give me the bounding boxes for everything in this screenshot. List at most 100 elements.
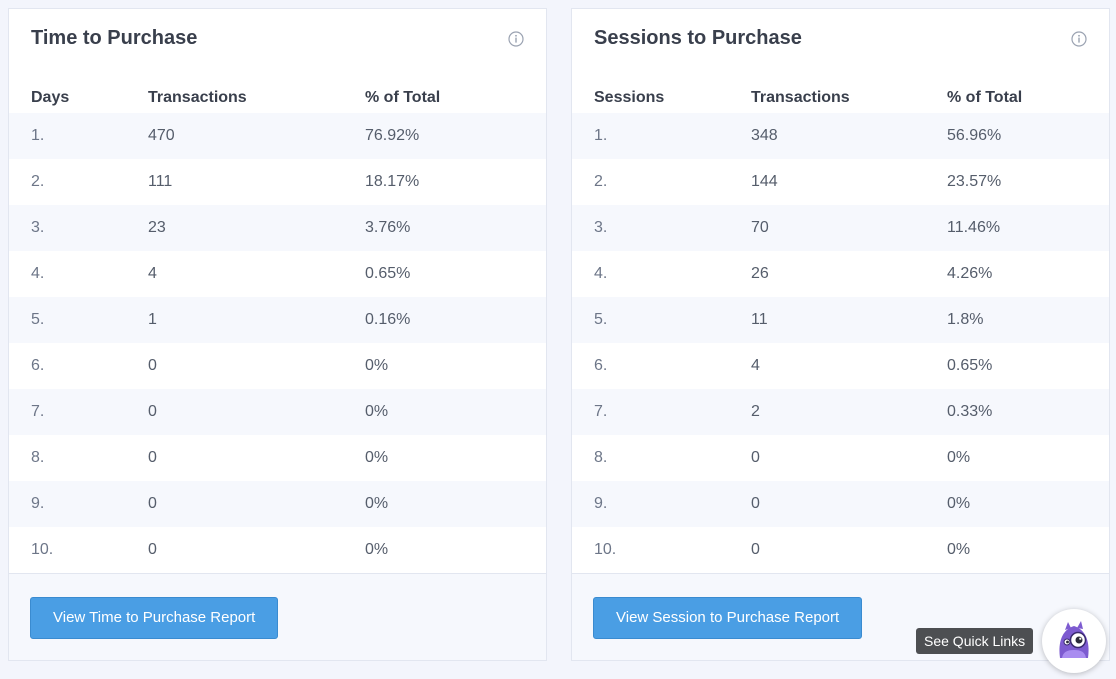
column-header-percent: % of Total bbox=[365, 89, 441, 106]
row-transactions: 0 bbox=[751, 449, 760, 466]
row-percent: 0% bbox=[365, 541, 389, 558]
table-row: 4. 4 0.65% bbox=[9, 251, 546, 297]
table-body: 1. 348 56.96% 2. 144 23.57% 3. 70 11.46%… bbox=[572, 113, 1109, 573]
row-index: 9. bbox=[31, 495, 45, 512]
row-index: 1. bbox=[594, 127, 608, 144]
row-percent: 0.65% bbox=[365, 265, 411, 282]
table-row: 8. 0 0% bbox=[9, 435, 546, 481]
table-row: 1. 348 56.96% bbox=[572, 113, 1109, 159]
row-transactions: 0 bbox=[148, 449, 157, 466]
row-percent: 3.76% bbox=[365, 219, 411, 236]
row-transactions: 470 bbox=[148, 127, 175, 144]
table-header: Days Transactions % of Total bbox=[9, 75, 546, 119]
table-row: 6. 4 0.65% bbox=[572, 343, 1109, 389]
time-to-purchase-card: Time to Purchase Days Transactions % of … bbox=[8, 8, 547, 661]
row-percent: 23.57% bbox=[947, 173, 1002, 190]
row-percent: 0.16% bbox=[365, 311, 411, 328]
row-index: 10. bbox=[594, 541, 617, 558]
row-transactions: 0 bbox=[148, 495, 157, 512]
view-session-to-purchase-report-button[interactable]: View Session to Purchase Report bbox=[593, 597, 863, 639]
row-transactions: 4 bbox=[148, 265, 157, 282]
row-index: 9. bbox=[594, 495, 608, 512]
row-percent: 0.33% bbox=[947, 403, 993, 420]
row-percent: 0% bbox=[947, 449, 971, 466]
info-icon[interactable] bbox=[1071, 31, 1087, 47]
card-footer: View Time to Purchase Report bbox=[9, 573, 546, 660]
row-transactions: 2 bbox=[751, 403, 760, 420]
row-index: 2. bbox=[594, 173, 608, 190]
row-transactions: 0 bbox=[148, 357, 157, 374]
table-row: 8. 0 0% bbox=[572, 435, 1109, 481]
table-row: 6. 0 0% bbox=[9, 343, 546, 389]
column-header-percent: % of Total bbox=[947, 89, 1023, 106]
row-percent: 4.26% bbox=[947, 265, 993, 282]
table-row: 2. 144 23.57% bbox=[572, 159, 1109, 205]
table-row: 9. 0 0% bbox=[572, 481, 1109, 527]
row-percent: 0% bbox=[365, 357, 389, 374]
monster-mascot-icon bbox=[1059, 621, 1089, 658]
row-index: 6. bbox=[594, 357, 608, 374]
info-icon[interactable] bbox=[508, 31, 524, 47]
row-index: 8. bbox=[594, 449, 608, 466]
column-header-sessions: Sessions bbox=[594, 89, 665, 106]
row-index: 7. bbox=[31, 403, 45, 420]
table-row: 4. 26 4.26% bbox=[572, 251, 1109, 297]
row-index: 8. bbox=[31, 449, 45, 466]
row-percent: 76.92% bbox=[365, 127, 420, 144]
column-header-transactions: Transactions bbox=[148, 89, 247, 106]
table-row: 5. 1 0.16% bbox=[9, 297, 546, 343]
row-percent: 18.17% bbox=[365, 173, 420, 190]
row-transactions: 70 bbox=[751, 219, 769, 236]
row-percent: 1.8% bbox=[947, 311, 984, 328]
row-index: 2. bbox=[31, 173, 45, 190]
row-index: 3. bbox=[594, 219, 608, 236]
card-title: Time to Purchase bbox=[31, 27, 198, 49]
quick-links-button[interactable] bbox=[1042, 609, 1106, 673]
row-percent: 11.46% bbox=[947, 219, 1001, 236]
row-index: 1. bbox=[31, 127, 45, 144]
row-index: 4. bbox=[31, 265, 45, 282]
table-row: 5. 11 1.8% bbox=[572, 297, 1109, 343]
table-row: 3. 70 11.46% bbox=[572, 205, 1109, 251]
table-header: Sessions Transactions % of Total bbox=[572, 75, 1109, 119]
row-transactions: 26 bbox=[751, 265, 769, 282]
table-row: 3. 23 3.76% bbox=[9, 205, 546, 251]
row-index: 7. bbox=[594, 403, 608, 420]
row-transactions: 1 bbox=[148, 311, 157, 328]
table-row: 7. 2 0.33% bbox=[572, 389, 1109, 435]
row-percent: 56.96% bbox=[947, 127, 1002, 144]
row-transactions: 0 bbox=[148, 403, 157, 420]
row-percent: 0% bbox=[365, 403, 389, 420]
view-time-to-purchase-report-button[interactable]: View Time to Purchase Report bbox=[30, 597, 279, 639]
row-transactions: 144 bbox=[751, 173, 778, 190]
sessions-to-purchase-card: Sessions to Purchase Sessions Transactio… bbox=[571, 8, 1110, 661]
table-row: 10. 0 0% bbox=[572, 527, 1109, 573]
row-percent: 0% bbox=[365, 495, 389, 512]
row-percent: 0% bbox=[947, 541, 971, 558]
column-header-transactions: Transactions bbox=[751, 89, 850, 106]
row-transactions: 0 bbox=[751, 495, 760, 512]
table-row: 2. 111 18.17% bbox=[9, 159, 546, 205]
table-body: 1. 470 76.92% 2. 111 18.17% 3. 23 3.76% … bbox=[9, 113, 546, 573]
row-index: 3. bbox=[31, 219, 45, 236]
row-index: 4. bbox=[594, 265, 608, 282]
row-transactions: 0 bbox=[148, 541, 157, 558]
row-index: 5. bbox=[594, 311, 608, 328]
column-header-days: Days bbox=[31, 89, 70, 106]
row-percent: 0% bbox=[365, 449, 389, 466]
table-row: 10. 0 0% bbox=[9, 527, 546, 573]
row-percent: 0% bbox=[947, 495, 971, 512]
row-transactions: 348 bbox=[751, 127, 778, 144]
row-transactions: 23 bbox=[148, 219, 166, 236]
card-title: Sessions to Purchase bbox=[594, 27, 802, 49]
table-row: 9. 0 0% bbox=[9, 481, 546, 527]
table-row: 7. 0 0% bbox=[9, 389, 546, 435]
quick-links-tooltip: See Quick Links bbox=[916, 628, 1034, 654]
row-index: 5. bbox=[31, 311, 45, 328]
row-percent: 0.65% bbox=[947, 357, 993, 374]
row-transactions: 0 bbox=[751, 541, 760, 558]
table-row: 1. 470 76.92% bbox=[9, 113, 546, 159]
row-index: 10. bbox=[31, 541, 54, 558]
row-transactions: 111 bbox=[148, 173, 173, 190]
row-transactions: 11 bbox=[751, 311, 768, 328]
